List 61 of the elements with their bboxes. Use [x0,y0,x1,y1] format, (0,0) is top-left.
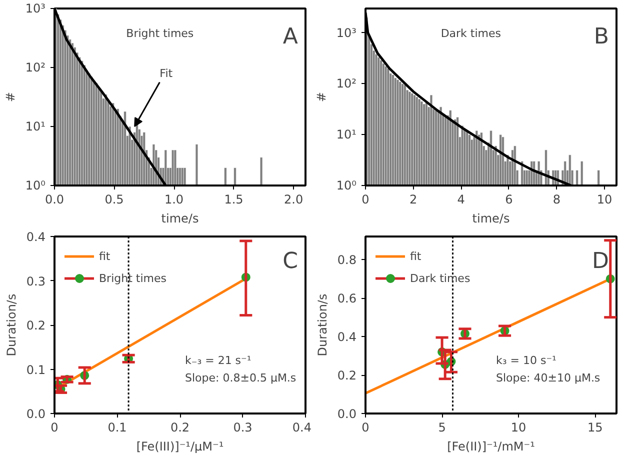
legend-label: Bright times [99,272,166,284]
x-tick-label: 1.5 [224,192,244,206]
x-axis-title: time/s [472,212,510,226]
annotation: Bright times [126,26,194,40]
x-tick-label: 0 [362,192,370,206]
y-axis-title: # [314,92,328,102]
x-axis-title: time/s [161,212,199,226]
x-tick-label: 15 [587,420,603,434]
x-tick-label: 0 [362,420,370,434]
y-tick-label: 0.3 [26,274,46,288]
y-tick-label: 10⁰ [25,178,46,192]
y-tick-label: 0.8 [337,253,357,268]
y-tick-label: 10¹ [25,120,46,134]
annotation: C [282,248,298,274]
x-tick-label: 0.4 [292,420,312,434]
x-tick-label: 2.0 [284,192,304,206]
x-tick-label: 0.0 [44,192,64,206]
y-tick-label: 0.4 [26,230,46,244]
x-tick-label: 0 [50,420,58,434]
annotation: Slope: 0.8±0.5 μM.s [185,372,296,385]
x-tick-label: 2 [409,192,418,206]
legend-label: fit [99,250,112,262]
y-tick-label: 10³ [25,2,46,16]
legend-label: Dark times [410,272,470,284]
y-axis-title: Duration/s [4,294,18,356]
y-tick-label: 10⁰ [336,178,357,192]
x-tick-label: 0.1 [108,420,127,434]
y-tick-label: 10² [25,60,46,74]
x-tick-label: 10 [596,192,612,206]
y-tick-label: 0.1 [26,362,46,377]
annotation: Fit [160,66,174,80]
y-tick-label: 0.4 [337,330,357,344]
x-tick-label: 0.3 [233,420,252,434]
x-tick-label: 0.2 [170,420,190,434]
annotation: k₋₃ = 21 s⁻¹ [185,354,252,367]
x-tick-label: 8 [552,192,561,206]
annotation: Slope: 40±10 μM.s [496,372,600,385]
y-axis-title: Duration/s [315,294,330,356]
annotation: D [592,248,609,274]
y-tick-label: 10¹ [336,128,357,142]
x-tick-label: 1.0 [164,192,184,206]
x-tick-label: 10 [510,420,526,434]
y-axis-title: # [3,92,18,102]
x-tick-label: 0.5 [104,192,124,206]
y-tick-label: 0.6 [337,292,357,306]
y-tick-label: 0.2 [337,368,357,383]
legend-label: fit [410,250,422,262]
y-tick-label: 10² [336,76,357,91]
x-axis-title: [Fe(II)]⁻¹/mM⁻¹ [447,440,536,454]
y-tick-label: 0.2 [26,318,46,332]
annotation: Dark times [440,26,502,40]
x-tick-label: 6 [505,192,513,206]
y-tick-label: 10³ [336,26,357,40]
annotation: B [594,24,609,50]
annotation: k₃ = 10 s⁻¹ [496,354,556,367]
x-tick-label: 4 [457,192,465,206]
y-tick-label: 0.0 [337,407,357,421]
annotation: A [282,24,298,50]
y-tick-label: 0.0 [26,407,46,421]
x-axis-title: [Fe(III)]⁻¹/μM⁻¹ [136,440,224,454]
x-tick-label: 5 [438,420,446,434]
